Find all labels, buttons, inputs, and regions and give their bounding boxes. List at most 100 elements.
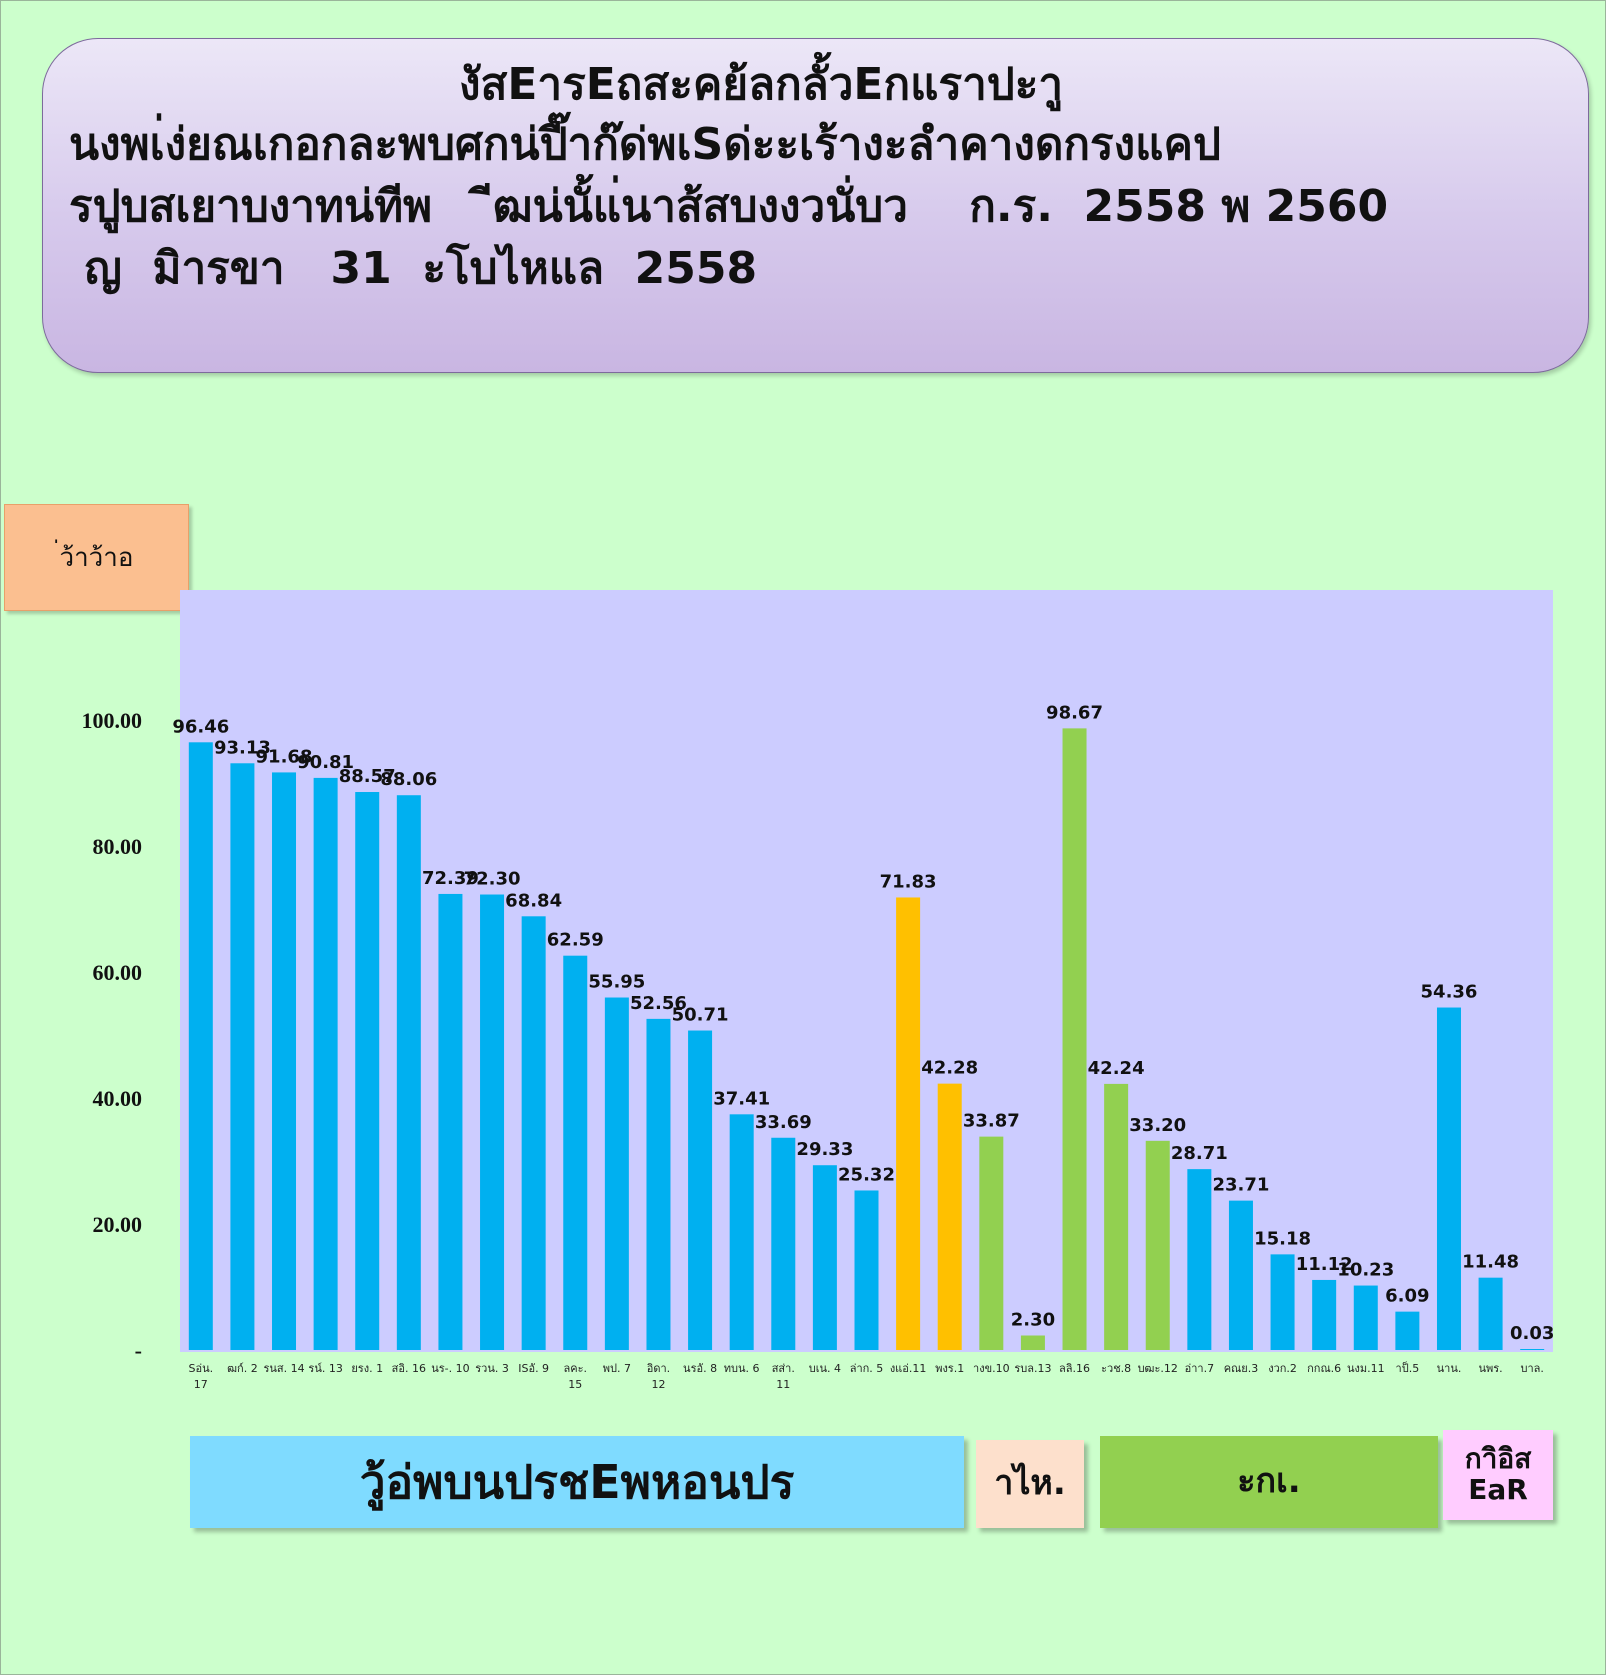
bar — [1062, 728, 1087, 1350]
category-label: นร-. 10 — [431, 1362, 469, 1375]
bar — [979, 1136, 1004, 1350]
bar-value-label: 71.83 — [880, 871, 937, 892]
category-label: 11 — [776, 1378, 790, 1391]
bar-value-label: 91.68 — [256, 746, 313, 767]
bar — [729, 1114, 754, 1350]
category-label: นาน. — [1437, 1362, 1462, 1375]
bar — [937, 1083, 962, 1350]
category-label: ยรง. 1 — [351, 1362, 383, 1375]
category-label: รบล.13 — [1014, 1362, 1051, 1375]
bar — [1436, 1007, 1461, 1350]
bar — [1520, 1349, 1545, 1350]
bar — [1145, 1140, 1170, 1350]
category-label: คณย.3 — [1224, 1362, 1259, 1375]
legend-group-2: าไห. — [976, 1440, 1084, 1528]
bar — [1228, 1200, 1253, 1350]
category-label: พงร.1 — [935, 1362, 964, 1375]
bar — [604, 997, 629, 1350]
bar-value-label: 33.69 — [755, 1112, 812, 1133]
bar — [396, 795, 421, 1350]
bar-value-label: 50.71 — [672, 1005, 729, 1026]
bar — [313, 777, 338, 1350]
title-line-2: นงพเ่ง่ยณเกอกละพบศกน่ปี๊าก๊ด่พเSด่ะะเร้า… — [69, 119, 1221, 170]
bar — [1104, 1083, 1129, 1350]
y-axis-label: ่ว้าว้าอ — [4, 504, 189, 611]
bar-value-label: 72.39 — [422, 868, 479, 889]
bar-value-label: 29.33 — [796, 1139, 853, 1160]
bar — [1395, 1311, 1420, 1350]
bar — [563, 955, 588, 1350]
bar — [1312, 1279, 1337, 1350]
bar-value-label: 11.12 — [1296, 1254, 1353, 1275]
bar-value-label: 88.06 — [380, 769, 437, 790]
bar-value-label: 37.41 — [713, 1088, 770, 1109]
category-label: 15 — [568, 1378, 582, 1391]
category-label: ล่าก. 5 — [850, 1362, 884, 1375]
bar-value-label: 23.71 — [1212, 1175, 1269, 1196]
legend-group-3: ะกเ. — [1100, 1436, 1438, 1528]
bar-value-label: 93.13 — [214, 737, 271, 758]
category-label: สส่า. — [772, 1362, 795, 1375]
bar-value-label: 42.28 — [921, 1058, 978, 1079]
category-label: บฒะ.12 — [1138, 1362, 1178, 1375]
y-axis-ticks: - 20.00 40.00 60.00 80.00 100.00 — [82, 708, 143, 1363]
bar — [896, 897, 921, 1350]
bar-value-label: 10.23 — [1337, 1260, 1394, 1281]
bar-value-label: 15.18 — [1254, 1228, 1311, 1249]
bar — [1270, 1254, 1295, 1350]
category-label: ฒก์. 2 — [227, 1362, 258, 1375]
y-tick-label: 60.00 — [93, 960, 143, 985]
bar-value-label: 90.81 — [297, 752, 354, 773]
bar-value-label: 52.56 — [630, 993, 687, 1014]
category-label: างข.10 — [973, 1362, 1010, 1375]
bar-value-label: 96.46 — [172, 716, 229, 737]
bar — [1020, 1335, 1045, 1350]
category-labels: Sอ่น. 17 ฒก์. 2 รนส. 14 รน์. 13 ยรง. 1 สอิ. 16… — [188, 1361, 1543, 1391]
bar — [1478, 1277, 1503, 1350]
category-label: รนส. 14 — [263, 1362, 304, 1375]
category-label: รน์. 13 — [308, 1362, 342, 1375]
bar — [1353, 1285, 1378, 1350]
bar-value-label: 54.36 — [1421, 982, 1478, 1003]
bar-value-label: 98.67 — [1046, 702, 1103, 723]
bar — [854, 1190, 879, 1350]
category-label: บเน. 4 — [809, 1362, 841, 1375]
title-line-4: ญ มิารขา 31 ะโบไหแล 2558 — [69, 243, 758, 294]
bar-value-label: 72.30 — [464, 869, 521, 890]
category-label: 12 — [651, 1378, 665, 1391]
bar-value-label: 2.30 — [1011, 1310, 1055, 1331]
y-tick-label: 100.00 — [82, 708, 143, 733]
title-box: งัสEารEถสะคย้ลกลั้วEกแราปะาู นงพเ่ง่ยณเก… — [42, 38, 1589, 373]
title-line-3: รปูบสเยาบงาทน่ทีพ ีฒน่นั้แ่นาส้สบงงวนั่บ… — [69, 181, 1389, 232]
bar-value-label: 33.87 — [963, 1111, 1020, 1132]
legend-group-1: วู้อ่พบนปรชEพหอนปร — [190, 1436, 964, 1528]
category-label: งวก.2 — [1268, 1362, 1297, 1375]
bar — [688, 1030, 713, 1350]
legend-group-3-label: ะกเ. — [1237, 1461, 1301, 1502]
category-label: 17 — [194, 1378, 208, 1391]
bar-value-label: 6.09 — [1385, 1286, 1429, 1307]
bar-value-label: 28.71 — [1171, 1143, 1228, 1164]
category-label: สอิ. 16 — [392, 1362, 426, 1375]
y-tick-label: 80.00 — [93, 834, 143, 859]
category-label: ทบน. 6 — [724, 1362, 760, 1375]
bar — [438, 893, 463, 1350]
category-label: งแอ่.11 — [890, 1362, 927, 1375]
category-label: บาล. — [1520, 1362, 1543, 1375]
bar — [771, 1137, 796, 1350]
category-label: อิดา. — [646, 1362, 670, 1375]
bar — [230, 763, 255, 1350]
bar — [1187, 1169, 1212, 1350]
bar — [480, 894, 505, 1350]
bar — [646, 1018, 671, 1350]
legend-group-4-label: กาิอิส EaR — [1464, 1442, 1532, 1506]
category-label: กกณ.6 — [1307, 1362, 1341, 1375]
y-tick-label: - — [135, 1338, 142, 1363]
category-label: นพร. — [1478, 1362, 1502, 1375]
bar-value-label: 33.20 — [1129, 1115, 1186, 1136]
category-label: นงม.11 — [1347, 1362, 1385, 1375]
category-label: อ่าา.7 — [1185, 1362, 1214, 1375]
bar — [521, 916, 546, 1350]
